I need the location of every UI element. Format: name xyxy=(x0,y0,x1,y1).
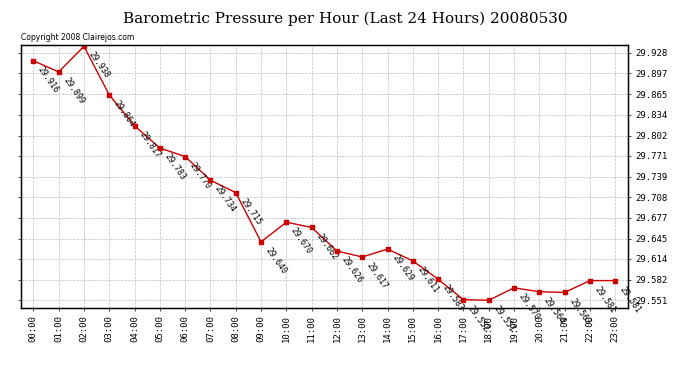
Text: Copyright 2008 Clairejos.com: Copyright 2008 Clairejos.com xyxy=(21,33,134,42)
Text: 29.899: 29.899 xyxy=(61,76,86,106)
Point xyxy=(483,297,494,303)
Point xyxy=(559,290,570,296)
Text: 29.770: 29.770 xyxy=(188,161,213,190)
Text: 29.581: 29.581 xyxy=(618,285,642,315)
Point xyxy=(230,190,241,196)
Point xyxy=(28,58,39,64)
Text: 29.551: 29.551 xyxy=(491,304,516,334)
Text: Barometric Pressure per Hour (Last 24 Hours) 20080530: Barometric Pressure per Hour (Last 24 Ho… xyxy=(123,11,567,26)
Point xyxy=(407,258,418,264)
Point xyxy=(509,285,520,291)
Point xyxy=(104,92,115,98)
Text: 29.864: 29.864 xyxy=(112,99,137,129)
Text: 29.916: 29.916 xyxy=(36,65,61,94)
Point xyxy=(79,44,90,50)
Text: 29.670: 29.670 xyxy=(289,226,314,256)
Text: 29.563: 29.563 xyxy=(567,297,592,326)
Text: 29.611: 29.611 xyxy=(415,265,440,295)
Point xyxy=(534,289,545,295)
Text: 29.626: 29.626 xyxy=(339,255,364,285)
Point xyxy=(433,276,444,282)
Point xyxy=(382,246,393,252)
Text: 29.570: 29.570 xyxy=(517,292,542,322)
Text: 29.564: 29.564 xyxy=(542,296,566,326)
Text: 29.617: 29.617 xyxy=(365,261,390,291)
Point xyxy=(584,278,595,284)
Text: 29.715: 29.715 xyxy=(239,197,263,226)
Text: 29.662: 29.662 xyxy=(315,232,339,261)
Point xyxy=(129,123,140,129)
Point xyxy=(255,239,266,245)
Point xyxy=(53,69,64,75)
Point xyxy=(155,145,166,151)
Point xyxy=(610,278,621,284)
Point xyxy=(331,248,342,254)
Point xyxy=(281,219,292,225)
Text: 29.640: 29.640 xyxy=(264,246,288,276)
Point xyxy=(458,297,469,303)
Text: 29.583: 29.583 xyxy=(441,284,466,313)
Text: 29.552: 29.552 xyxy=(466,304,491,333)
Point xyxy=(205,177,216,183)
Point xyxy=(357,254,368,260)
Text: 29.581: 29.581 xyxy=(593,285,618,315)
Text: 29.817: 29.817 xyxy=(137,130,162,160)
Point xyxy=(179,154,190,160)
Text: 29.629: 29.629 xyxy=(391,253,415,283)
Text: 29.734: 29.734 xyxy=(213,184,238,214)
Text: 29.783: 29.783 xyxy=(163,152,187,182)
Point xyxy=(306,225,317,231)
Text: 29.938: 29.938 xyxy=(87,51,111,80)
